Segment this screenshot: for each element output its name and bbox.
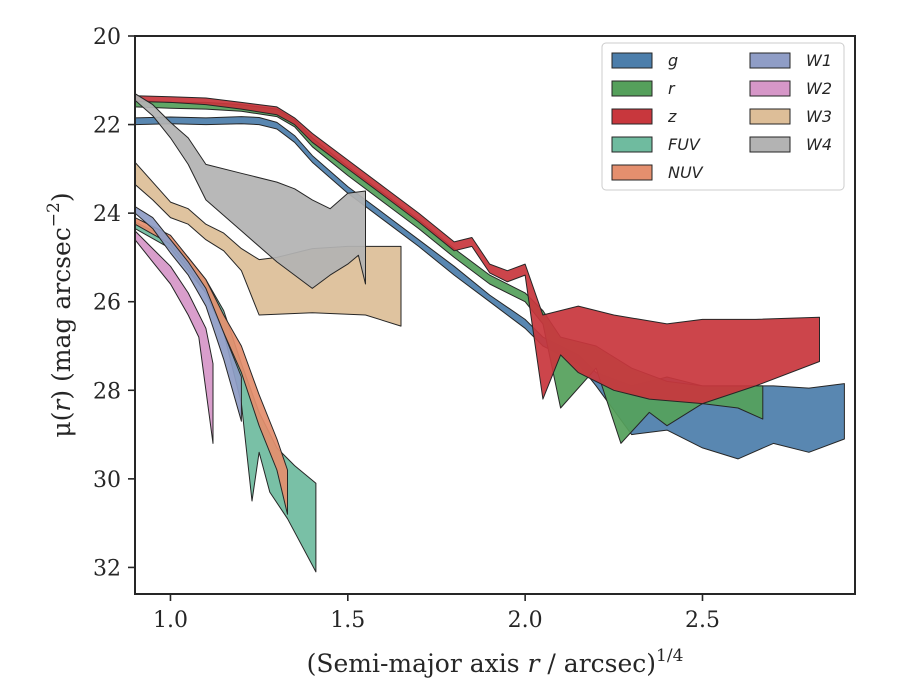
- legend: grz FUV NUV W1 W2 W3 W4: [601, 42, 845, 191]
- x-tick-label: 1.5: [330, 608, 365, 633]
- plot-frame: [134, 35, 856, 595]
- x-tick-label: 2.5: [685, 608, 720, 633]
- series-layer: [135, 93, 845, 573]
- y-tick-label: 28: [93, 379, 121, 404]
- legend-swatch-w1: [749, 52, 791, 69]
- legend-swatch-w2: [749, 80, 791, 97]
- series-band-w3: [135, 161, 402, 327]
- y-axis-title-var: r: [47, 398, 76, 412]
- series-band-w4: [135, 93, 366, 289]
- legend-label-g: g: [668, 51, 678, 70]
- legend-label-w2: W2: [806, 79, 832, 98]
- y-axis-title-sup: −2: [44, 202, 64, 227]
- legend-swatch-w3: [749, 108, 791, 125]
- x-axis-title: (Semi-major axis r / arcsec)1/4: [307, 646, 684, 678]
- legend-label-w4: W4: [806, 135, 832, 154]
- legend-label-w1: W1: [806, 51, 832, 70]
- y-axis-title-close: ): [47, 192, 76, 202]
- x-axis-title-tail: / arcsec): [539, 649, 656, 678]
- legend-box: [601, 42, 845, 191]
- legend-label-nuv: NUV: [668, 163, 704, 182]
- y-tick-label: 20: [93, 25, 121, 50]
- ticks-layer: 1.0 1.5 2.0 2.5 20 22 24 26 28 30 32: [93, 25, 720, 633]
- y-tick-label: 32: [93, 556, 121, 581]
- legend-label-w3: W3: [806, 107, 832, 126]
- legend-label-fuv: FUV: [668, 135, 701, 154]
- y-tick-label: 30: [93, 468, 121, 493]
- series-band-w1: [135, 206, 242, 422]
- y-tick-label: 24: [93, 202, 121, 227]
- legend-swatch-fuv: [611, 136, 653, 153]
- x-tick-label: 2.0: [508, 608, 543, 633]
- legend-label-z: z: [667, 107, 677, 126]
- legend-swatch-w4: [749, 136, 791, 153]
- y-tick-label: 22: [93, 114, 121, 139]
- legend-swatch-nuv: [611, 164, 653, 181]
- legend-swatch-r: [611, 80, 653, 97]
- y-axis-title-main: μ(: [47, 412, 76, 438]
- x-axis-title-var: r: [528, 649, 542, 678]
- legend-swatch-z: [611, 108, 653, 125]
- legend-swatch-g: [611, 52, 653, 69]
- series-band-g: [135, 116, 845, 460]
- legend-label-r: r: [668, 79, 676, 98]
- x-axis-title-sup: 1/4: [656, 646, 683, 666]
- series-band-z: [135, 95, 820, 405]
- series-band-w2: [135, 230, 214, 444]
- y-tick-label: 26: [93, 291, 121, 316]
- y-axis-title-tail: ) (mag arcsec: [47, 227, 76, 400]
- y-axis-title: μ(r) (mag arcsec−2): [44, 192, 76, 437]
- x-axis-title-main: (Semi-major axis: [307, 649, 528, 678]
- x-tick-label: 1.0: [153, 608, 188, 633]
